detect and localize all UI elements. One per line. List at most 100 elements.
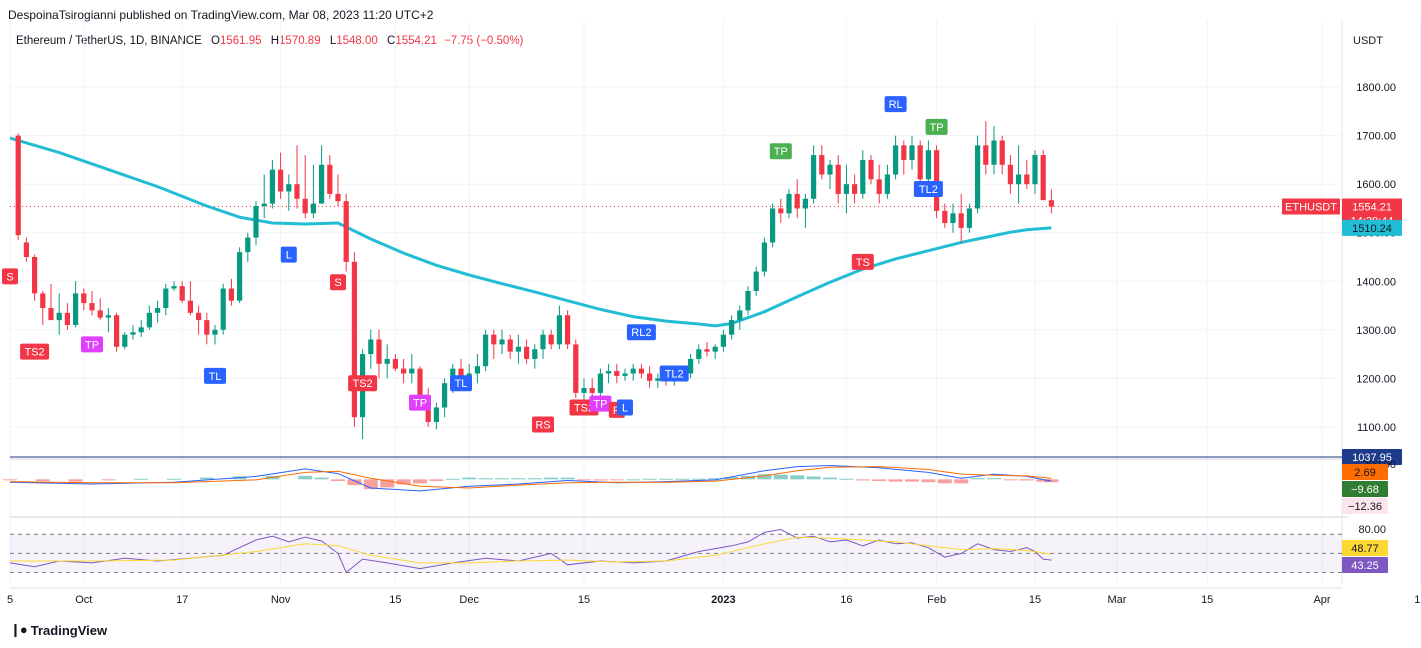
grid-lines: [9, 20, 1421, 584]
macd-tag-bg: [1342, 481, 1388, 497]
signal-s: S: [330, 274, 346, 291]
macd-histogram-bar: [708, 478, 723, 480]
candle-body: [15, 135, 21, 236]
candle-body: [81, 293, 87, 304]
candle-body: [269, 169, 275, 204]
candle: [655, 373, 661, 389]
macd-histogram-bar: [396, 479, 411, 485]
low-label: L: [329, 35, 337, 47]
candle: [532, 344, 538, 369]
rsi-tag-value: 48.77: [1351, 543, 1379, 555]
price-tick-label: 1700.00: [1356, 131, 1396, 143]
candle-body: [483, 334, 489, 367]
signal-label: TL2: [919, 184, 938, 196]
candle-body: [991, 140, 997, 165]
candle-body: [122, 334, 128, 347]
candle: [483, 329, 489, 372]
candle: [23, 237, 29, 262]
price-tick-label: 1100.00: [1357, 422, 1396, 434]
symbol-tag-text: ETHUSDT: [1285, 202, 1337, 214]
candle: [253, 201, 259, 245]
candle: [729, 315, 735, 340]
close-value: 1554.21: [395, 35, 437, 47]
candle: [696, 344, 702, 364]
candle-body: [696, 349, 702, 359]
candle-body: [499, 339, 505, 345]
macd-histogram-bar: [888, 479, 903, 482]
macd-histogram-bar: [806, 476, 821, 480]
candle: [1032, 150, 1038, 194]
candle: [770, 203, 776, 248]
candle: [294, 145, 300, 209]
candle: [122, 332, 128, 350]
macd-histogram-bar: [560, 477, 575, 480]
candle-body: [335, 193, 341, 202]
candle: [638, 363, 644, 379]
macd-histogram-bar: [429, 479, 444, 482]
candle-body: [1032, 155, 1038, 185]
rsi-tag-bg: [1342, 557, 1388, 573]
candle: [942, 203, 948, 228]
macd-histogram-bar: [855, 479, 870, 481]
candle: [1007, 155, 1013, 194]
candle: [237, 247, 243, 304]
rsi-series-rsi-ma: [10, 536, 1052, 564]
candle: [392, 354, 398, 372]
candle: [893, 135, 899, 180]
candle: [155, 300, 161, 323]
candle-body: [237, 252, 243, 301]
macd-histogram-bar: [905, 479, 919, 482]
candle-body: [474, 366, 480, 374]
macd-tag-value: −12.36: [1348, 501, 1382, 513]
candle-body: [712, 346, 718, 352]
candle-body: [1024, 174, 1030, 185]
price-tick-label: 1600.00: [1356, 179, 1396, 191]
candle-body: [392, 358, 398, 369]
time-tick-label: 15: [1201, 594, 1213, 606]
candle: [778, 198, 784, 224]
signal-badge: [925, 118, 948, 135]
signal-tp: TP: [925, 118, 948, 135]
candle: [909, 135, 915, 170]
candle: [40, 290, 46, 325]
price-change: −7.75 (−0.50%): [444, 35, 524, 47]
pane-separators: [10, 20, 1348, 584]
macd-value-tag: 2.69: [1342, 464, 1388, 480]
macd-histogram-bar: [462, 477, 477, 480]
signal-badge: [20, 343, 50, 360]
macd-histogram-bar: [511, 478, 526, 480]
moving-average-layer: [9, 136, 1342, 458]
candle-body: [589, 388, 595, 393]
candle: [351, 252, 357, 427]
rsi-pane: [9, 528, 1342, 574]
candle-body: [556, 315, 562, 345]
macd-histogram-bar: [35, 479, 50, 482]
footer-brand[interactable]: ❙● TradingView: [10, 622, 107, 638]
price-tick-label: 1200.00: [1356, 373, 1396, 385]
candle-body: [893, 145, 899, 175]
low-value: 1548.00: [336, 35, 378, 47]
candle: [745, 286, 751, 316]
macd-histogram-bar: [101, 479, 116, 481]
time-tick-label: 5: [7, 594, 13, 606]
macd-histogram-bar: [68, 479, 83, 482]
signal-label: L: [286, 250, 292, 262]
candle-body: [548, 334, 554, 345]
candle-body: [606, 371, 612, 374]
candle: [606, 363, 612, 384]
macd-histogram-bar: [691, 478, 706, 480]
macd-histogram-bar: [724, 477, 739, 480]
candle: [401, 358, 407, 384]
support-tag-bg: [1342, 448, 1402, 465]
signal-rl2: RL2: [626, 324, 656, 341]
macd-histogram-bar: [3, 479, 17, 481]
signal-label: TS2: [353, 378, 373, 390]
candle: [245, 232, 251, 262]
close-label: C: [387, 35, 396, 47]
signal-badge: [913, 181, 943, 198]
candle: [163, 283, 169, 316]
candle-body: [745, 290, 751, 311]
candle-body: [524, 346, 530, 359]
